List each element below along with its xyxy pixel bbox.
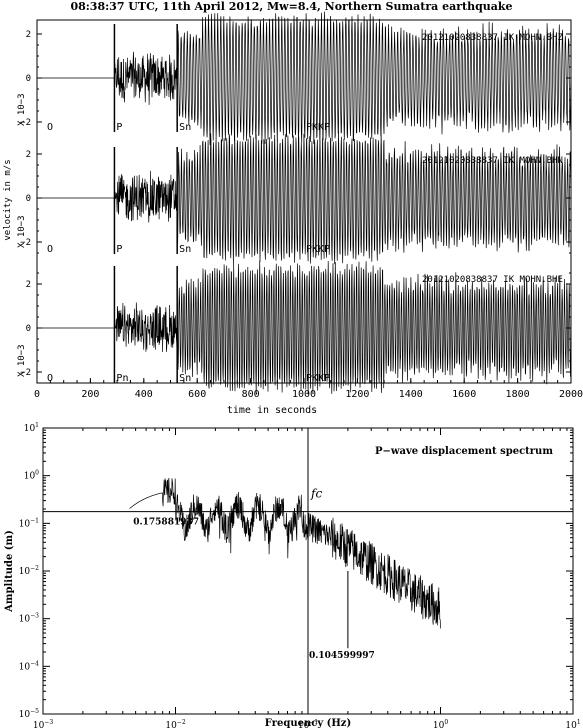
x-tick-label: 0 <box>34 389 40 400</box>
amplitude-scale-label: X 10−3 <box>17 344 27 377</box>
y-tick-label: −2 <box>20 368 31 378</box>
amplitude-scale-label: X 10−3 <box>17 215 27 248</box>
seismogram-trace <box>37 11 572 146</box>
spectrum-y-tick-label: 10−1 <box>19 517 39 529</box>
x-tick-label: 1600 <box>452 389 476 400</box>
spectrum-title: P−wave displacement spectrum <box>375 446 553 457</box>
x-tick-label: 1000 <box>292 389 316 400</box>
y-tick-label: 0 <box>26 324 31 334</box>
phase-label: Sn <box>179 122 191 133</box>
amplitude-scale-label: X 10−3 <box>17 93 27 126</box>
phase-label: O <box>47 373 53 384</box>
fc-label: fc <box>310 487 322 501</box>
spectrum-x-tick-label: 101 <box>565 719 580 728</box>
spectrum-x-tick-label: 10−2 <box>165 719 185 728</box>
spectrum-x-tick-label: 10−3 <box>33 719 53 728</box>
x-tick-label: 1400 <box>399 389 423 400</box>
spectrum-curve <box>129 477 441 629</box>
seismogram-trace <box>37 260 572 395</box>
phase-label: Sn <box>179 244 191 255</box>
spectrum-x-tick-label: 10−1 <box>298 719 318 728</box>
plateau-value-label: 0.175881937 <box>133 518 199 528</box>
spectrum-y-tick-label: 10−3 <box>19 613 39 625</box>
figure-title: 08:38:37 UTC, 11th April 2012, Mw=8.4, N… <box>70 0 513 13</box>
phase-label: Sn <box>179 373 191 384</box>
y-tick-label: 2 <box>26 30 31 40</box>
y-tick-label: 0 <box>26 74 31 84</box>
phase-label: P <box>116 122 122 133</box>
spectrum-y-tick-label: 101 <box>24 422 39 434</box>
phase-label: P <box>116 244 122 255</box>
y-tick-label: 2 <box>26 150 31 160</box>
y-tick-label: −2 <box>20 118 31 128</box>
seismogram-ylabel: velocity in m/s <box>3 159 13 240</box>
x-tick-label: 200 <box>81 389 99 400</box>
x-tick-label: 600 <box>188 389 206 400</box>
phase-label: PKKP <box>306 122 330 133</box>
station-label: 20121020838837 IK MOHN.BHE <box>422 275 563 285</box>
x-tick-label: 1200 <box>345 389 369 400</box>
y-tick-label: 0 <box>26 194 31 204</box>
seismogram-trace <box>37 130 572 266</box>
x-tick-label: 400 <box>135 389 153 400</box>
y-tick-label: −2 <box>20 238 31 248</box>
spectrum-y-tick-label: 10−2 <box>19 565 39 577</box>
seismogram-xlabel: time in seconds <box>227 405 317 416</box>
x-tick-label: 800 <box>242 389 260 400</box>
spectrum-xlabel: Frequency (Hz) <box>265 718 351 728</box>
spectrum-y-tick-label: 10−5 <box>19 708 39 720</box>
x-tick-label: 1800 <box>506 389 530 400</box>
phase-label: O <box>47 122 53 133</box>
spectrum-ylabel: Amplitude (m) <box>4 530 15 613</box>
y-tick-label: 2 <box>26 280 31 290</box>
spectrum-y-tick-label: 10−4 <box>19 660 39 672</box>
x-tick-label: 2000 <box>559 389 583 400</box>
spectrum-x-tick-label: 100 <box>433 719 448 728</box>
spectrum-y-tick-label: 100 <box>24 470 39 482</box>
phase-label: O <box>47 244 53 255</box>
corner-value-label: 0.104599997 <box>309 651 375 661</box>
phase-label: Pn <box>116 373 128 384</box>
